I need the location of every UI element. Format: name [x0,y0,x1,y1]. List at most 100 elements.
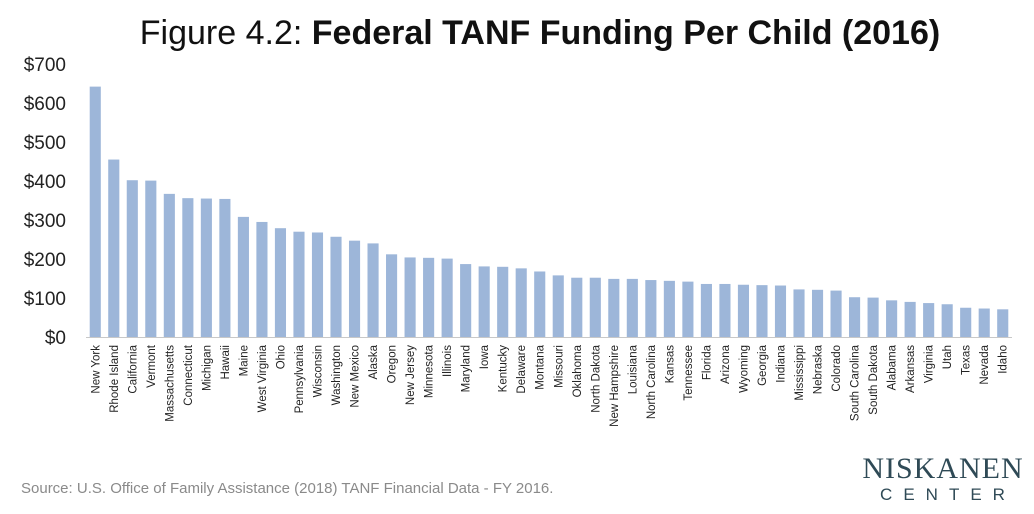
x-tick-label: Indiana [776,344,788,382]
bar [552,275,564,337]
figure-title: Federal TANF Funding Per Child (2016) [311,14,941,52]
chart-title: Figure 4.2: Federal TANF Funding Per Chi… [0,14,1034,53]
x-tick-label: New Hampshire [609,345,621,427]
bar [960,307,972,337]
bar [886,300,898,337]
x-tick-label: Wyoming [738,345,750,393]
x-tick-label: Virginia [924,344,936,383]
x-tick-label: Connecticut [183,344,195,406]
bars [89,86,1009,338]
x-tick-label: Texas [961,345,973,375]
bar [811,289,824,337]
bar [108,159,120,337]
y-tick-label: $200 [24,250,66,271]
bar [311,232,324,337]
bar [89,86,101,338]
bar [330,236,342,337]
bar [719,283,731,337]
y-tick-label: $100 [24,289,66,310]
x-tick-label: North Dakota [590,344,602,412]
bar [293,231,305,337]
bar [219,198,231,337]
bar [608,278,620,337]
y-tick-label: $600 [24,94,66,115]
bar [571,277,583,337]
x-axis-labels: New York Rhode Island California Vermont Mas… [90,344,1009,427]
x-tick-label: Pennsylvania [294,344,306,413]
bar [460,264,472,337]
x-tick-label: Utah [942,345,954,369]
x-tick-label: Louisiana [627,344,639,394]
bar [904,301,916,337]
bar [774,285,787,337]
bar [497,266,509,337]
x-tick-label: Minnesota [424,344,436,398]
x-tick-label: Nevada [979,344,991,384]
x-tick-label: Hawaii [220,345,232,380]
x-tick-label: Colorado [831,345,843,392]
x-tick-label: Oklahoma [572,344,584,397]
bar [626,278,638,337]
x-tick-label: Alaska [368,344,380,379]
x-tick-label: South Dakota [868,344,880,414]
bar [126,180,138,337]
x-tick-label: Alabama [887,344,899,390]
x-tick-label: Missouri [553,345,565,388]
x-tick-label: Michigan [201,345,213,391]
x-tick-label: Illinois [442,345,454,377]
niskanen-logo: NISKANEN CENTER [858,454,1028,506]
bar [997,309,1009,337]
bar [663,280,675,337]
bar [237,216,249,337]
bar [849,297,861,337]
bar [386,254,398,337]
bar [923,303,935,337]
logo-subtitle: CENTER [880,485,1016,504]
bar [404,257,416,337]
bar [478,266,490,337]
x-tick-label: Florida [701,344,713,380]
y-tick-label: $700 [24,55,66,76]
source-note: Source: U.S. Office of Family Assistance… [21,480,554,497]
bar [830,290,842,337]
x-tick-label: Ohio [275,345,287,369]
bar [423,257,435,337]
x-tick-label: Maryland [461,345,473,392]
x-tick-label: California [127,344,139,393]
bar [867,297,879,337]
x-tick-label: Delaware [516,345,528,394]
x-tick-label: Massachusetts [164,345,176,422]
bar [682,281,694,337]
x-tick-label: Washington [331,345,343,405]
x-tick-label: Oregon [387,345,399,383]
figure-label: Figure 4.2: [139,14,303,52]
x-tick-label: Rhode Island [109,345,121,413]
x-tick-label: Arizona [720,344,732,384]
x-tick-label: Wisconsin [313,345,325,397]
bar [441,258,453,337]
x-tick-label: South Carolina [850,344,862,421]
x-tick-label: Kentucky [498,345,510,393]
x-tick-label: West Virginia [257,344,269,412]
bar [737,284,750,337]
bar [515,268,527,337]
x-tick-label: Georgia [757,344,769,386]
x-tick-label: Idaho [998,345,1010,374]
bar [793,289,805,337]
y-tick-label: $400 [24,172,66,193]
x-tick-label: Tennessee [683,345,695,401]
y-tick-label: $300 [24,211,66,232]
y-tick-label: $0 [45,328,66,349]
bar [978,308,990,337]
x-tick-label: Nebraska [813,344,825,394]
x-tick-label: Arkansas [905,345,917,393]
x-tick-label: Maine [238,345,250,376]
bar [145,180,157,337]
y-tick-label: $500 [24,133,66,154]
x-tick-label: Iowa [479,344,491,369]
x-tick-label: New York [90,345,102,394]
x-tick-label: Mississippi [794,345,806,401]
x-tick-label: New Jersey [405,345,417,405]
x-tick-label: Vermont [146,344,158,388]
bar [163,193,175,337]
